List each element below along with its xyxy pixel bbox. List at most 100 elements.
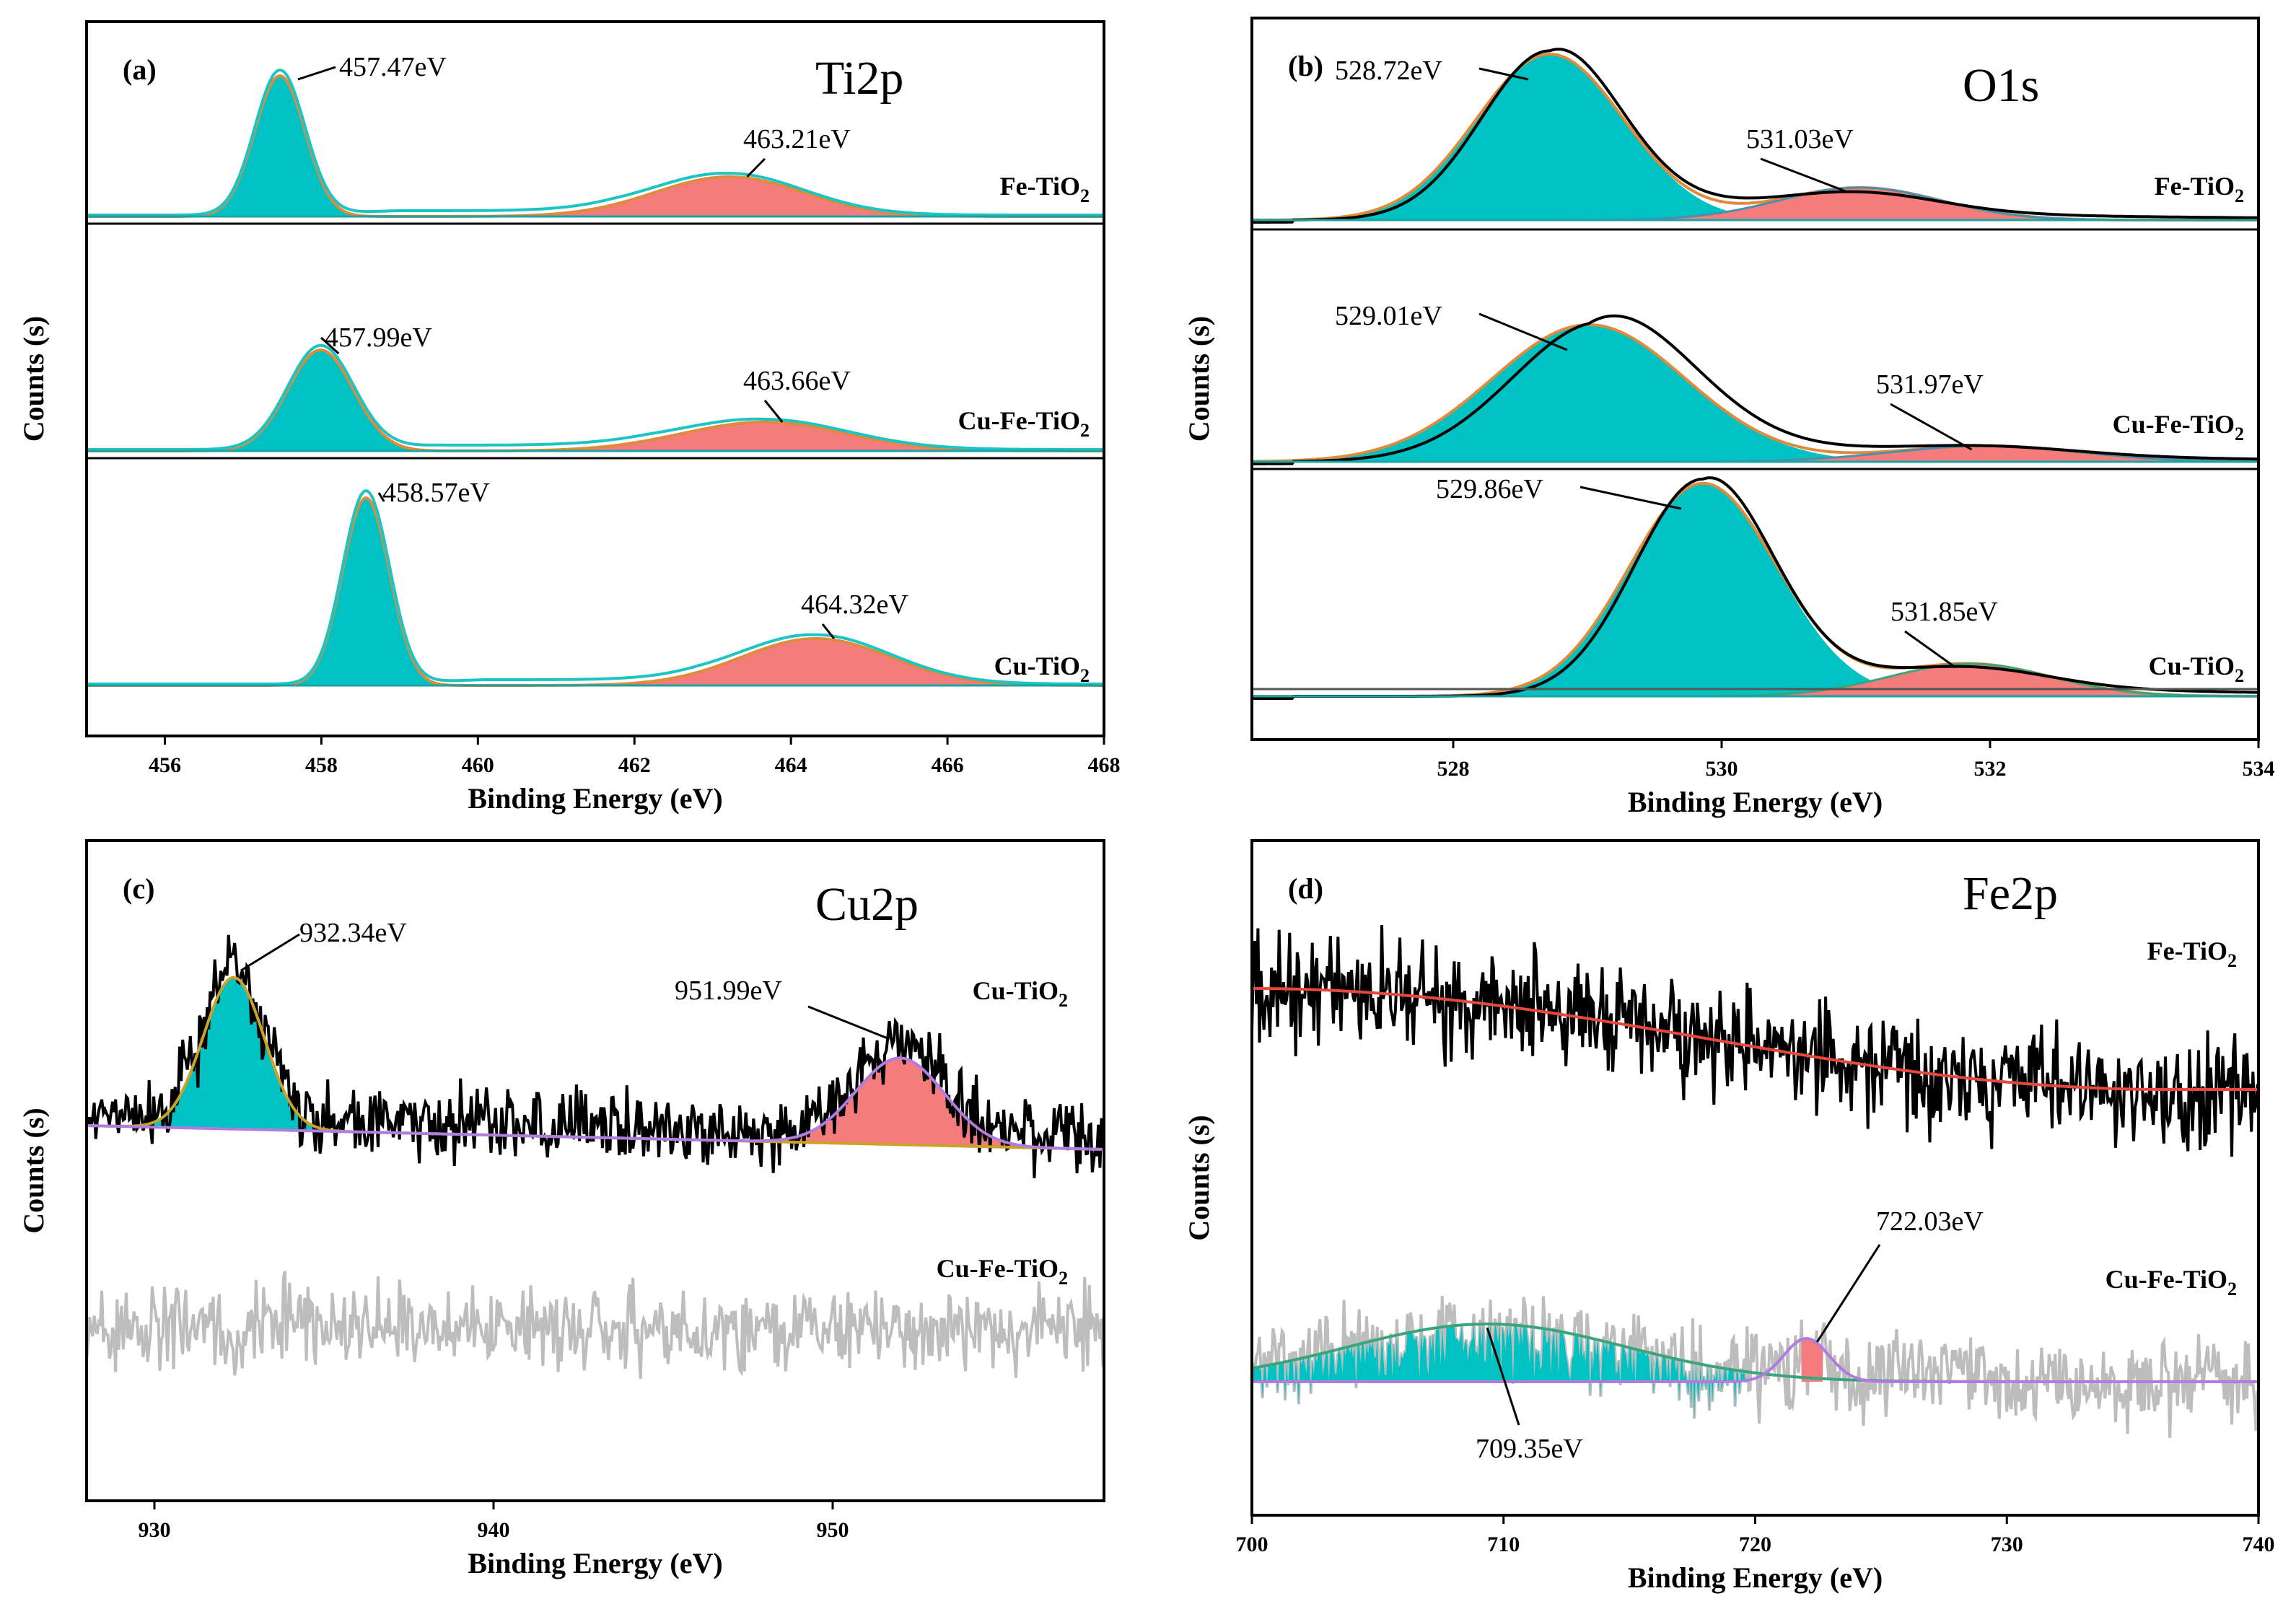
- peak-label: 464.32eV: [801, 589, 908, 620]
- peak-fill-lattice-oxygen: [1252, 54, 2258, 220]
- sample-label: Fe-TiO2: [2155, 172, 2244, 206]
- peak-fill-surface-oxygen: [1252, 446, 2258, 462]
- x-tick-label: 462: [618, 753, 651, 777]
- panel-title: Ti2p: [815, 52, 903, 105]
- sample-name: Cu-Fe-TiO: [937, 1254, 1059, 1283]
- plot-frame: [85, 20, 1105, 737]
- peak-label: 531.85eV: [1890, 597, 1998, 627]
- annotation-leader: [1760, 157, 1846, 193]
- panel-title: Fe2p: [1963, 867, 2058, 920]
- sample-label: Cu-TiO2: [2149, 652, 2244, 686]
- x-tick-label: 458: [305, 753, 338, 777]
- x-tick-label: 464: [775, 753, 807, 777]
- measured-spectrum: [87, 69, 1104, 216]
- plot-frame: [85, 839, 1105, 1502]
- panel-label: (c): [123, 872, 154, 905]
- sample-subscript: 2: [1080, 185, 1090, 206]
- peak-fill-surface-oxygen: [1252, 188, 2258, 220]
- background-curve: [1252, 987, 2258, 1091]
- x-axis-label: Binding Energy (eV): [1628, 786, 1883, 818]
- sample-subscript: 2: [1059, 1268, 1068, 1289]
- fit-curve-cu2p1/2: [87, 1056, 1103, 1151]
- panel-d-fe2p: 722.03eV709.35eVFe-TiO2Cu-Fe-TiO2Fe2p700…: [1183, 839, 2275, 1594]
- peak-fill-ti2p3/2: [87, 350, 1104, 451]
- sample-subscript: 2: [1059, 990, 1068, 1011]
- peak-fill-ti2p1/2: [87, 422, 1104, 451]
- annotation-leader: [821, 623, 836, 639]
- sample-subscript: 2: [2227, 950, 2237, 971]
- panel-label: (a): [123, 53, 157, 86]
- x-axis-label: Binding Energy (eV): [468, 782, 722, 815]
- x-tick-label: 720: [1739, 1533, 1771, 1556]
- sample-label: Cu-Fe-TiO2: [937, 1254, 1068, 1289]
- peak-fill-lattice-oxygen: [1252, 483, 2258, 696]
- measured-spectrum: [87, 489, 1104, 685]
- panel-title: Cu2p: [815, 878, 919, 931]
- measured-spectrum-cu-fe-tio2: [85, 1271, 1105, 1380]
- peak-label: 531.03eV: [1746, 124, 1854, 154]
- peak-label: 457.99eV: [325, 323, 432, 353]
- annotation-leader: [1890, 403, 1973, 451]
- annotation-leader: [1478, 312, 1568, 351]
- sample-label: Cu-TiO2: [973, 976, 1068, 1011]
- x-axis-label: Binding Energy (eV): [468, 1547, 722, 1579]
- peak-label: 722.03eV: [1876, 1206, 1984, 1237]
- sample-subscript: 2: [2235, 185, 2244, 206]
- measured-spectrum: [1252, 314, 2258, 465]
- x-tick-label: 950: [817, 1518, 849, 1542]
- annotation-leader: [297, 66, 336, 81]
- sample-label: Cu-Fe-TiO2: [2113, 410, 2244, 444]
- peak-fill-lattice-oxygen: [1252, 325, 2258, 462]
- peak-label: 463.66eV: [743, 366, 851, 396]
- peak-label: 709.35eV: [1476, 1434, 1583, 1464]
- sample-label: Fe-TiO2: [1000, 172, 1090, 206]
- panel-a-ti2p: 457.47eV 463.21eV Fe-TiO2 457.99eV 463.66eV C…: [17, 20, 1121, 815]
- panel-b-o1s: 528.72eV 531.03eV Fe-TiO2 529.01eV 531.97eV C…: [1183, 17, 2275, 818]
- peak-label: 528.72eV: [1335, 56, 1442, 86]
- x-tick-label: 534: [2243, 757, 2275, 781]
- measured-spectrum-fe-tio2: [1250, 924, 2259, 1157]
- sample-subscript: 2: [2227, 1279, 2237, 1299]
- fit-envelope: [87, 496, 1104, 687]
- peak-label: 463.21eV: [743, 124, 851, 154]
- annotation-leader: [763, 400, 784, 423]
- x-tick-label: 930: [139, 1518, 171, 1542]
- measured-spectrum-cu-tio2: [85, 934, 1105, 1178]
- annotation-leader: [1478, 67, 1529, 81]
- peak-fill-ti2p3/2: [87, 76, 1104, 216]
- annotation-leader: [807, 1005, 890, 1040]
- x-tick-label: 710: [1487, 1533, 1520, 1556]
- sample-subscript: 2: [2235, 665, 2244, 686]
- measured-spectrum: [87, 343, 1104, 451]
- y-axis-label: Counts (s): [17, 316, 50, 442]
- sample-label: Cu-TiO2: [994, 652, 1090, 686]
- annotation-leader: [1904, 630, 1956, 669]
- x-axis-label: Binding Energy (eV): [1628, 1561, 1883, 1594]
- annotation-leader: [746, 157, 766, 178]
- peak-fill-ti2p3/2: [87, 498, 1104, 685]
- peak-label: 458.57eV: [382, 478, 490, 508]
- panel-label: (d): [1288, 872, 1323, 905]
- peak-fill-fe2p3/2: [1252, 1324, 1746, 1419]
- x-tick-label: 730: [1991, 1533, 2023, 1556]
- peak-label: 531.97eV: [1876, 369, 1984, 400]
- sample-label: Fe-TiO2: [2147, 937, 2237, 971]
- sample-subscript: 2: [1080, 420, 1090, 441]
- panel-title: O1s: [1963, 59, 2039, 112]
- measured-spectrum: [1252, 48, 2258, 224]
- peak-label: 457.47eV: [339, 52, 447, 82]
- y-axis-label: Counts (s): [17, 1108, 50, 1233]
- sample-name: Cu-Fe-TiO: [2113, 410, 2235, 439]
- x-tick-label: 700: [1236, 1533, 1269, 1556]
- x-tick-label: 468: [1088, 753, 1121, 777]
- x-tick-label: 940: [478, 1518, 510, 1542]
- sample-subscript: 2: [2235, 424, 2244, 444]
- peak-label: 529.01eV: [1335, 301, 1442, 331]
- annotation-leader: [1486, 1327, 1520, 1426]
- annotation-leader: [377, 492, 385, 502]
- annotation-leader: [320, 336, 340, 355]
- x-tick-label: 740: [2243, 1533, 2275, 1556]
- peak-label: 951.99eV: [675, 976, 782, 1006]
- x-tick-label: 460: [462, 753, 494, 777]
